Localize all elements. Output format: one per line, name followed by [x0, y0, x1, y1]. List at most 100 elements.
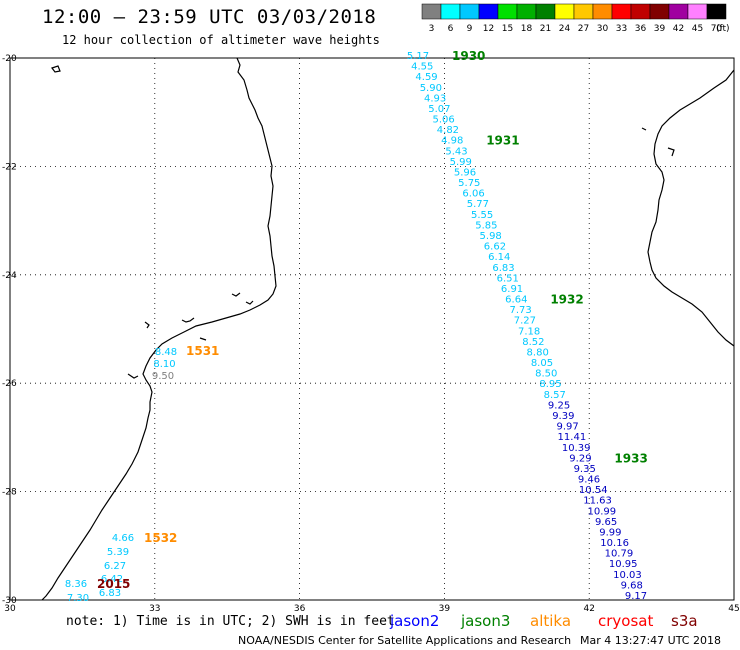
satellite-track-main: 5.174.554.595.904.935.075.064.824.985.43…	[407, 49, 648, 602]
wave-height-value: 8.50	[535, 369, 557, 380]
page-title: 12:00 – 23:59 UTC 03/03/2018	[42, 6, 377, 28]
wave-height-value: 9.68	[621, 580, 643, 591]
wave-height-value: 8.48	[155, 347, 177, 358]
wave-height-value: 4.82	[437, 125, 459, 136]
longitude-tick-label: 42	[583, 604, 594, 614]
wave-height-value: 10.39	[562, 443, 591, 454]
longitude-tick-label: 33	[149, 604, 160, 614]
legend-entry-jason3: jason3	[460, 612, 510, 630]
longitude-tick-label: 45	[728, 604, 739, 614]
satellite-track-coast-south: 4.66 5.39 6.27 6.42 8.36 7.30 6.83 1532 2015	[65, 531, 178, 604]
wave-height-value: 6.83	[492, 263, 514, 274]
wave-height-value: 9.29	[569, 453, 591, 464]
wave-height-value: 9.99	[599, 527, 621, 538]
wave-height-value: 10.99	[587, 506, 616, 517]
latitude-tick-label: -22	[2, 162, 17, 172]
longitude-tick-label: 39	[439, 604, 451, 614]
wave-height-value: 4.98	[441, 136, 463, 147]
wave-height-value: 11.41	[558, 432, 587, 443]
colorbar-tick-label: 39	[654, 24, 666, 34]
colorbar-swatch	[573, 3, 594, 20]
colorbar-tick-label: 36	[635, 24, 647, 34]
madagascar-coastline	[641, 69, 735, 347]
colorbar-swatch	[668, 3, 689, 20]
track-time-label: 1531	[186, 344, 219, 358]
wave-height-value: 9.17	[625, 591, 647, 602]
plot-frame	[9, 57, 735, 601]
wave-height-value: 5.06	[433, 115, 455, 126]
footer-credit: NOAA/NESDIS Center for Satellite Applica…	[238, 634, 571, 647]
wave-height-value: 10.79	[605, 549, 634, 560]
colorbar-tick-label: 15	[502, 24, 513, 34]
africa-coastline	[41, 57, 277, 601]
wave-height-value: 5.77	[467, 199, 489, 210]
latitude-tick-label: -26	[2, 379, 17, 389]
wave-height-value: 5.75	[458, 178, 480, 189]
legend-entry-altika: altika	[530, 612, 571, 630]
wave-height-value: 9.46	[578, 475, 600, 486]
wave-height-value: 5.90	[420, 83, 442, 94]
colorbar-tick-label: 21	[540, 24, 551, 34]
wave-height-value: 6.06	[462, 189, 484, 200]
latitude-tick-label: -24	[2, 271, 17, 281]
wave-height-value: 6.91	[501, 284, 523, 295]
wave-height-value: 5.85	[475, 220, 497, 231]
wave-height-value: 6.83	[99, 588, 121, 599]
wave-height-value: 10.16	[600, 538, 629, 549]
wave-height-value: 11.63	[583, 496, 612, 507]
colorbar-tick-label: 3	[429, 24, 435, 34]
wave-height-value: 10.95	[609, 559, 638, 570]
track-time-label: 1931	[486, 134, 519, 148]
wave-height-value: 5.99	[450, 157, 472, 168]
colorbar-swatch	[478, 3, 499, 20]
colorbar-tick-label: 18	[521, 24, 533, 34]
legend-entry-s3a: s3a	[671, 612, 698, 630]
wave-height-value: 6.51	[497, 273, 519, 284]
track-time-label: 1532	[144, 531, 177, 545]
colorbar-swatch	[459, 3, 480, 20]
wave-height-value: 8.80	[527, 347, 549, 358]
satellite-track-coast-north: 8.488.109.50 1531	[152, 344, 220, 382]
colorbar: 3 6 9 12 15 18 21 24 27 30 33 36 39 42 45 70(ft)	[421, 3, 730, 34]
wave-height-value: 9.39	[552, 411, 574, 422]
wave-height-value: 6.64	[505, 295, 527, 306]
footer-timestamp: Mar 4 13:27:47 UTC 2018	[580, 634, 721, 647]
page-subtitle: 12 hour collection of altimeter wave hei…	[62, 33, 380, 47]
wave-height-value: 10.54	[579, 485, 608, 496]
wave-height-value: 9.25	[548, 400, 570, 411]
colorbar-swatch	[440, 3, 461, 20]
colorbar-tick-label: 70	[711, 24, 723, 34]
wave-height-value: 5.43	[445, 146, 467, 157]
wave-height-value: 8.36	[65, 579, 87, 590]
colorbar-tick-label: 42	[673, 24, 684, 34]
latitude-tick-label: -30	[2, 596, 17, 606]
colorbar-swatch	[706, 3, 727, 20]
wave-height-value: 6.27	[104, 561, 126, 572]
wave-height-value: 5.17	[407, 51, 429, 62]
wave-height-value: 9.35	[574, 464, 596, 475]
colorbar-tick-label: 6	[448, 24, 454, 34]
longitude-tick-label: 30	[4, 604, 16, 614]
wave-height-value: 8.10	[153, 359, 175, 370]
track-time-label: 2015	[97, 577, 130, 591]
legend-entry-jason2: jason2	[389, 612, 439, 630]
wave-height-value: 7.30	[67, 593, 89, 604]
wave-height-value: 8.57	[544, 390, 566, 401]
satellite-legend: jason2 jason3 altika cryosat s3a	[389, 612, 698, 630]
track-time-label: 1930	[452, 49, 485, 63]
wave-height-value: 6.42	[101, 574, 123, 585]
colorbar-tick-label: 45	[692, 24, 703, 34]
wave-height-value: 8.52	[522, 337, 544, 348]
colorbar-swatch	[421, 3, 442, 20]
wave-height-value: 10.03	[613, 570, 642, 581]
axis-labels: 30 33 36 39 42 45 -20 -22 -24 -26 -28 -30	[2, 54, 740, 614]
wave-height-value: 9.50	[152, 371, 174, 382]
colorbar-unit-label: (ft)	[716, 24, 730, 34]
wave-height-value: 5.96	[454, 167, 476, 178]
colorbar-swatch	[592, 3, 613, 20]
legend-entry-cryosat: cryosat	[598, 612, 653, 630]
colorbar-tick-label: 12	[483, 24, 494, 34]
colorbar-tick-label: 24	[559, 24, 571, 34]
wave-height-value: 4.55	[411, 62, 433, 73]
